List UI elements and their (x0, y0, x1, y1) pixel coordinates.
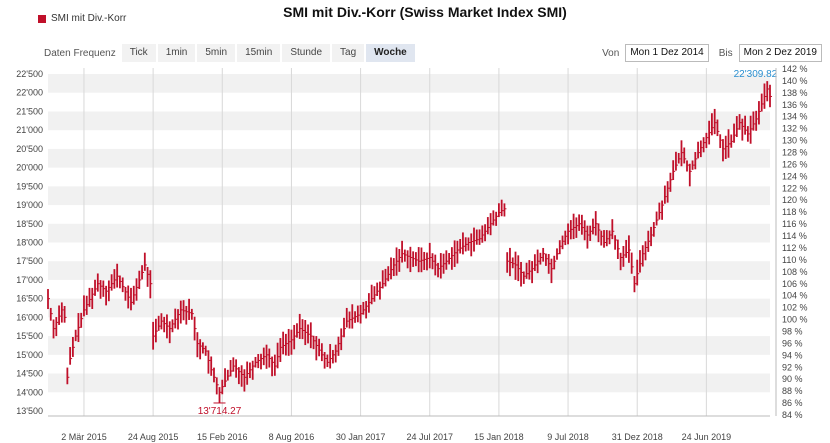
y-right-tick-label: 118 % (782, 207, 807, 217)
y-left-tick-label: 18'000 (16, 238, 43, 248)
frequency-label: Daten Frequenz (44, 47, 116, 59)
y-right-tick-label: 130 % (782, 136, 808, 146)
y-left-tick-label: 16'000 (16, 312, 43, 322)
y-left-tick-label: 22'000 (16, 88, 43, 98)
grid-band (48, 336, 770, 355)
y-right-tick-label: 132 % (782, 124, 808, 134)
x-tick-label: 8 Aug 2016 (269, 432, 315, 442)
y-left-tick-label: 17'500 (16, 256, 43, 266)
legend-swatch (38, 14, 46, 23)
y-left-tick-label: 19'000 (16, 200, 43, 210)
x-tick-label: 30 Jan 2017 (336, 432, 386, 442)
to-label: Bis (718, 47, 733, 59)
y-left-tick-label: 20'500 (16, 144, 43, 154)
y-right-tick-label: 140 % (782, 76, 808, 86)
grid-band (48, 74, 770, 93)
y-left-tick-label: 18'500 (16, 219, 43, 229)
y-right-tick-label: 100 % (782, 315, 808, 325)
grid-band (48, 111, 770, 131)
legend-label: SMI mit Div.-Korr (51, 13, 127, 24)
chart-title: SMI mit Div.-Korr (Swiss Market Index SM… (283, 4, 567, 20)
y-right-tick-label: 92 % (782, 362, 803, 372)
x-tick-label: 24 Jun 2019 (682, 432, 732, 442)
y-left-tick-label: 19'500 (16, 181, 43, 191)
y-right-tick-label: 126 % (782, 159, 808, 169)
y-right-tick-label: 88 % (782, 386, 803, 396)
y-right-tick-label: 104 % (782, 291, 808, 301)
frequency-button-15min[interactable]: 15min (237, 44, 281, 62)
y-right-tick-label: 108 % (782, 267, 808, 277)
x-tick-label: 24 Aug 2015 (128, 432, 179, 442)
x-tick-label: 24 Jul 2017 (406, 432, 453, 442)
y-right-tick-label: 110 % (782, 255, 807, 265)
frequency-button-woche[interactable]: Woche (366, 44, 415, 62)
date-range: Von Mon 1 Dez 2014 Bis Mon 2 Dez 2019 (602, 44, 822, 62)
frequency-toolbar: Daten Frequenz Tick 1min 5min 15min Stun… (44, 44, 417, 62)
min-marker-label: 13'714.27 (198, 406, 242, 417)
y-right-tick-label: 106 % (782, 279, 808, 289)
y-right-tick-label: 84 % (782, 410, 803, 420)
to-date-input[interactable]: Mon 2 Dez 2019 (738, 44, 822, 62)
y-left-tick-label: 16'500 (16, 294, 43, 304)
x-tick-label: 15 Jan 2018 (474, 432, 524, 442)
y-left-tick-label: 21'000 (16, 125, 43, 135)
y-right-tick-label: 96 % (782, 338, 803, 348)
grid-band (48, 373, 770, 393)
y-left-tick-label: 14'500 (16, 369, 43, 379)
y-left-tick-label: 17'000 (16, 275, 43, 285)
chart-legend[interactable]: SMI mit Div.-Korr (38, 13, 126, 24)
frequency-button-tick[interactable]: Tick (121, 44, 156, 62)
x-tick-label: 9 Jul 2018 (547, 432, 589, 442)
y-left-tick-label: 22'500 (16, 69, 43, 79)
y-right-tick-label: 136 % (782, 100, 808, 110)
x-tick-label: 15 Feb 2016 (197, 432, 248, 442)
y-right-tick-label: 98 % (782, 326, 803, 336)
x-tick-label: 2 Mär 2015 (61, 432, 107, 442)
y-left-tick-label: 15'000 (16, 350, 43, 360)
y-right-tick-label: 102 % (782, 303, 808, 313)
y-right-tick-label: 138 % (782, 88, 808, 98)
y-left-tick-label: 21'500 (16, 106, 43, 116)
y-right-tick-label: 114 % (782, 231, 807, 241)
grid-band (48, 298, 770, 318)
frequency-button-1min[interactable]: 1min (157, 44, 196, 62)
grid-band (48, 148, 770, 168)
y-right-tick-label: 116 % (782, 219, 807, 229)
max-marker-label: 22'309.82 (734, 69, 778, 80)
y-right-tick-label: 112 % (782, 243, 807, 253)
y-left-tick-label: 14'000 (16, 387, 43, 397)
y-right-tick-label: 94 % (782, 350, 803, 360)
y-right-tick-label: 134 % (782, 112, 808, 122)
y-left-tick-label: 20'000 (16, 163, 43, 173)
y-right-tick-label: 90 % (782, 374, 803, 384)
frequency-button-stunde[interactable]: Stunde (282, 44, 331, 62)
y-left-tick-label: 13'500 (16, 406, 43, 416)
from-date-input[interactable]: Mon 1 Dez 2014 (625, 44, 709, 62)
grid-band (48, 261, 770, 280)
y-right-tick-label: 124 % (782, 171, 808, 181)
grid-band (48, 186, 770, 206)
x-tick-label: 31 Dez 2018 (612, 432, 663, 442)
from-label: Von (602, 47, 620, 59)
grid-band (48, 223, 770, 243)
y-left-tick-label: 15'500 (16, 331, 43, 341)
frequency-button-tag[interactable]: Tag (332, 44, 365, 62)
frequency-button-5min[interactable]: 5min (197, 44, 236, 62)
y-right-tick-label: 120 % (782, 195, 808, 205)
y-right-tick-label: 86 % (782, 398, 803, 408)
y-right-tick-label: 142 % (782, 64, 808, 74)
y-right-tick-label: 128 % (782, 148, 808, 158)
y-right-tick-label: 122 % (782, 183, 808, 193)
